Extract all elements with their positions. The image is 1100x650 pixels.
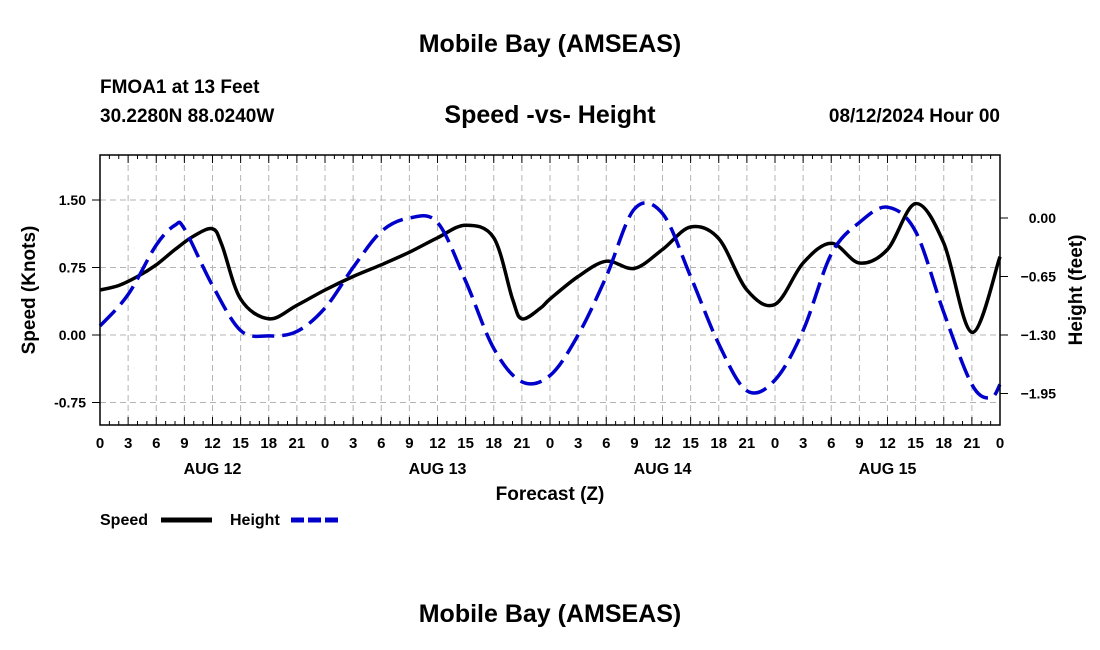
- x-tick-label: 0: [771, 435, 779, 452]
- forecast-datetime: 08/12/2024 Hour 00: [828, 106, 1000, 127]
- x-tick-label: 9: [405, 435, 413, 452]
- x-day-label: AUG 15: [859, 461, 917, 478]
- chart-title: Mobile Bay (AMSEAS): [418, 30, 682, 58]
- x-tick-label: 18: [260, 435, 277, 452]
- x-tick-label: 0: [996, 435, 1004, 452]
- x-tick-label: 6: [827, 435, 835, 452]
- x-tick-label: 9: [855, 435, 863, 452]
- x-tick-label: 6: [377, 435, 385, 452]
- series-line-speed: [99, 201, 1002, 335]
- y-axis-label: Speed (Knots): [19, 226, 40, 355]
- x-tick-label: 12: [204, 435, 221, 452]
- chart-subtitle: Speed -vs- Height: [444, 101, 656, 129]
- x-tick-label: 12: [429, 435, 446, 452]
- y-tick-label: -0.75: [54, 395, 86, 411]
- series-layer: [98, 201, 1002, 400]
- y2-tick-label: 0.00: [1029, 210, 1056, 226]
- x-tick-label: 21: [964, 435, 981, 452]
- footer-title: Mobile Bay (AMSEAS): [418, 600, 682, 628]
- x-tick-label: 3: [124, 435, 132, 452]
- x-tick-label: 15: [682, 435, 699, 452]
- x-tick-label: 15: [457, 435, 474, 452]
- x-day-label: AUG 14: [634, 461, 692, 478]
- y2-tick-label: −1.95: [1021, 386, 1057, 402]
- x-tick-label: 15: [907, 435, 924, 452]
- series-line-height: [98, 201, 1002, 400]
- x-tick-label: 0: [321, 435, 329, 452]
- x-tick-label: 9: [630, 435, 638, 452]
- x-tick-label: 18: [485, 435, 502, 452]
- x-tick-label: 0: [96, 435, 104, 452]
- x-tick-label: 18: [935, 435, 952, 452]
- y2-tick-label: −1.30: [1021, 327, 1057, 343]
- x-tick-label: 21: [514, 435, 531, 452]
- x-day-label: AUG 13: [409, 461, 467, 478]
- y2-tick-label: −0.65: [1021, 269, 1057, 285]
- x-tick-label: 18: [710, 435, 727, 452]
- x-tick-label: 12: [879, 435, 896, 452]
- y2-axis-label: Height (feet): [1066, 235, 1087, 346]
- x-axis-label: Forecast (Z): [496, 484, 605, 505]
- x-tick-label: 9: [180, 435, 188, 452]
- x-tick-label: 12: [654, 435, 671, 452]
- x-tick-label: 3: [349, 435, 357, 452]
- axis-layer: 0 3 6 9 12 15 18 21 0 3 6 9 12 15 18 21 0 3 6 9 12 15 18 21 0 3 6 9…: [54, 155, 1056, 478]
- station-coordinates: 30.2280N 88.0240W: [100, 106, 275, 127]
- station-label: FMOA1 at 13 Feet: [100, 77, 260, 98]
- legend: Speed Height: [100, 512, 342, 529]
- legend-label-height: Height: [230, 512, 280, 529]
- x-tick-label: 3: [574, 435, 582, 452]
- x-day-label: AUG 12: [184, 461, 242, 478]
- x-tick-label: 21: [739, 435, 756, 452]
- y-tick-label: 1.50: [59, 192, 86, 208]
- x-tick-label: 15: [232, 435, 249, 452]
- x-tick-label: 6: [602, 435, 610, 452]
- x-tick-label: 3: [799, 435, 807, 452]
- legend-label-speed: Speed: [100, 512, 148, 529]
- x-tick-label: 6: [152, 435, 160, 452]
- y-tick-label: 0.00: [59, 327, 86, 343]
- y-tick-label: 0.75: [59, 260, 86, 276]
- x-tick-label: 0: [546, 435, 554, 452]
- x-tick-label: 21: [289, 435, 306, 452]
